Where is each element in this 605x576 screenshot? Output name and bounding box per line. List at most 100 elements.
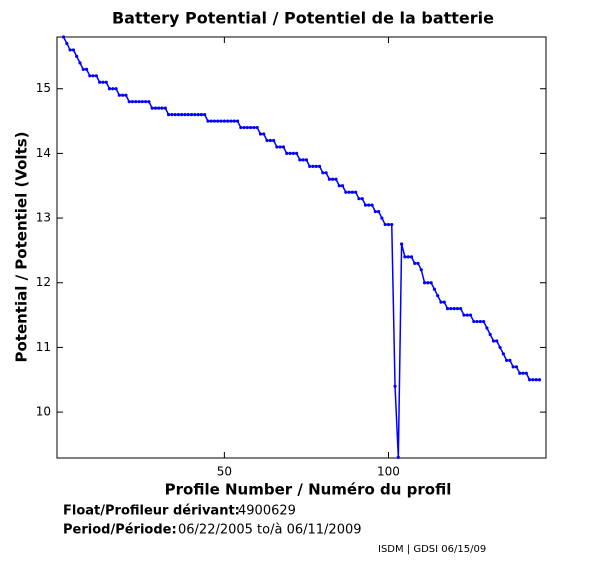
period-label: Period/Période: <box>63 523 177 538</box>
data-point <box>78 61 82 65</box>
data-point <box>475 319 479 324</box>
data-point <box>127 100 131 104</box>
data-point <box>252 125 256 130</box>
float-label: Float/Profileur dérivant: <box>63 504 240 519</box>
y-tick-label: 15 <box>36 81 51 95</box>
data-point <box>166 113 171 117</box>
y-tick-label: 10 <box>36 405 51 419</box>
data-point <box>111 87 115 91</box>
data-point <box>258 132 263 136</box>
data-point <box>436 294 440 298</box>
data-point <box>124 93 128 97</box>
data-point <box>232 119 236 123</box>
data-point <box>340 184 345 188</box>
data-point <box>235 119 240 123</box>
data-point <box>288 151 292 156</box>
data-point <box>239 125 243 130</box>
data-point <box>272 138 276 143</box>
data-point <box>121 93 125 97</box>
data-point <box>134 100 138 104</box>
data-point <box>222 119 226 123</box>
data-point <box>360 197 364 201</box>
data-point <box>186 113 190 117</box>
data-point <box>337 184 341 188</box>
data-point <box>81 67 85 71</box>
data-point <box>84 67 89 71</box>
data-point <box>419 268 423 272</box>
x-tick-label: 100 <box>377 465 400 479</box>
data-point <box>422 281 427 285</box>
data-point <box>521 371 525 375</box>
data-point <box>157 106 161 110</box>
data-point <box>498 345 502 350</box>
data-point <box>399 242 404 246</box>
y-tick-label: 12 <box>36 275 51 289</box>
data-point <box>140 100 144 104</box>
data-point <box>68 48 72 52</box>
data-point <box>534 378 538 382</box>
data-point <box>442 300 446 304</box>
data-point <box>344 190 348 194</box>
data-point <box>491 339 496 343</box>
data-point <box>527 378 532 382</box>
data-point <box>61 35 66 39</box>
data-point <box>449 307 453 311</box>
data-point <box>367 203 371 207</box>
data-point <box>262 132 266 136</box>
data-point <box>255 125 259 130</box>
data-point <box>311 164 315 168</box>
data-point <box>439 300 443 304</box>
data-point <box>383 222 387 227</box>
data-point <box>285 151 289 156</box>
data-point <box>104 80 108 84</box>
data-point <box>189 113 194 117</box>
data-point <box>370 203 374 207</box>
data-point <box>278 145 282 149</box>
data-point <box>468 313 473 317</box>
data-point <box>508 358 512 362</box>
data-point <box>242 125 246 130</box>
data-point <box>537 378 542 382</box>
data-point <box>524 371 528 375</box>
data-point <box>219 119 223 123</box>
data-point <box>301 158 305 162</box>
data-point <box>153 106 158 110</box>
y-axis-label: Potential / Potentiel (Volts) <box>13 131 31 362</box>
data-point <box>308 164 312 168</box>
data-point <box>144 100 148 104</box>
data-point <box>393 384 397 388</box>
data-point <box>495 339 499 343</box>
credit: ISDM | GDSI 06/15/09 <box>378 544 486 555</box>
data-point <box>347 190 351 194</box>
data-point <box>94 74 98 78</box>
data-point <box>331 177 335 181</box>
data-point <box>416 261 420 265</box>
data-point <box>196 113 200 117</box>
data-point <box>249 125 253 130</box>
data-point <box>327 177 331 181</box>
data-point <box>317 164 322 168</box>
data-point <box>163 106 167 110</box>
data-point <box>265 138 269 143</box>
data-point <box>357 197 361 201</box>
data-point <box>183 113 187 117</box>
data-point <box>229 119 233 123</box>
float-id: 4900629 <box>238 504 296 519</box>
data-point <box>291 151 295 156</box>
data-point <box>511 365 515 369</box>
data-point <box>75 54 79 59</box>
data-point <box>380 216 384 220</box>
data-point <box>206 119 210 123</box>
data-point <box>180 113 184 117</box>
chart-title: Battery Potential / Potentiel de la batt… <box>112 9 494 28</box>
data-point <box>314 164 318 168</box>
data-point <box>176 113 181 117</box>
x-axis-label: Profile Number / Numéro du profil <box>165 481 452 499</box>
data-point <box>386 222 391 227</box>
data-point <box>390 222 394 227</box>
data-point <box>203 113 207 117</box>
data-point <box>173 113 177 117</box>
data-point <box>396 455 400 459</box>
data-point <box>226 119 230 123</box>
